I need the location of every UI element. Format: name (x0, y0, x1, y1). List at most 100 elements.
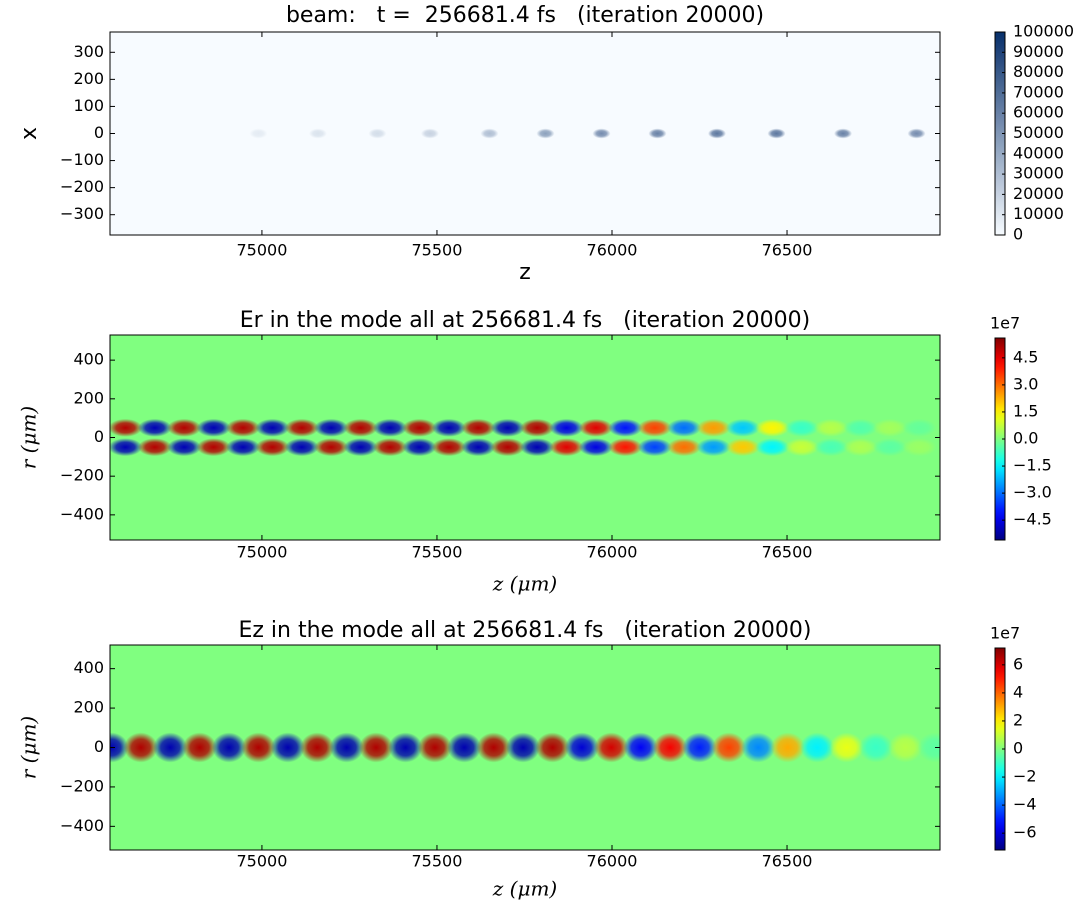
field-blob (785, 419, 819, 437)
field-blob (167, 419, 201, 437)
field-blob (653, 733, 687, 763)
y-tick-label: −200 (60, 466, 104, 485)
y-tick-label: 200 (73, 698, 104, 717)
x-axis-label: z (μm) (492, 877, 557, 901)
colorbar-tick-label: 10000 (1013, 204, 1064, 223)
field-blob (830, 733, 864, 763)
y-axis-label: r (μm) (17, 406, 41, 470)
field-blob (402, 438, 436, 456)
field-blob (800, 733, 834, 763)
y-tick-label: −100 (60, 150, 104, 169)
y-tick-label: 0 (94, 427, 104, 446)
y-tick-label: −300 (60, 204, 104, 223)
field-blob (314, 419, 348, 437)
y-tick-label: 0 (94, 123, 104, 142)
field-blob (461, 419, 495, 437)
y-tick-label: 400 (73, 350, 104, 369)
field-blob (461, 438, 495, 456)
field-blob (535, 733, 569, 763)
y-tick-label: −200 (60, 776, 104, 795)
field-blob (167, 438, 201, 456)
field-blob (908, 129, 926, 139)
colorbar-tick-label: −3.0 (1013, 483, 1052, 502)
colorbar-tick-label: 60000 (1013, 103, 1064, 122)
field-blob (373, 438, 407, 456)
field-blob (712, 733, 746, 763)
y-tick-label: −200 (60, 177, 104, 196)
field-blob (565, 733, 599, 763)
field-blob (285, 419, 319, 437)
field-blob (309, 129, 327, 139)
field-blob (608, 419, 642, 437)
field-blob (153, 733, 187, 763)
x-tick-label: 76500 (762, 543, 813, 562)
x-tick-label: 75500 (412, 241, 463, 260)
y-tick-label: −400 (60, 504, 104, 523)
colorbar-tick-label: 80000 (1013, 62, 1064, 81)
colorbar-tick-label: 4.5 (1013, 347, 1038, 366)
colorbar-tick-label: 0.0 (1013, 429, 1038, 448)
field-blob (624, 733, 658, 763)
y-tick-label: 300 (73, 42, 104, 61)
field-blob (594, 733, 628, 763)
field-blob (226, 438, 260, 456)
x-tick-label: 75000 (236, 852, 287, 871)
field-blob (138, 438, 172, 456)
field-blob (108, 419, 142, 437)
field-blob (834, 129, 852, 139)
field-blob (667, 419, 701, 437)
field-blob (726, 438, 760, 456)
field-blob (844, 419, 878, 437)
colorbar-tick-label: −2 (1013, 767, 1037, 786)
field-blob (520, 419, 554, 437)
field-blob (418, 733, 452, 763)
field-blob (755, 438, 789, 456)
field-blob (638, 438, 672, 456)
field-blob (183, 733, 217, 763)
field-blob (447, 733, 481, 763)
field-blob (432, 419, 466, 437)
field-blob (344, 438, 378, 456)
field-blob (708, 129, 726, 139)
field-blob (755, 419, 789, 437)
field-blob (814, 438, 848, 456)
field-blob (330, 733, 364, 763)
field-blob (138, 419, 172, 437)
field-blob (359, 733, 393, 763)
colorbar-tick-label: 1.5 (1013, 401, 1038, 420)
field-blob (697, 419, 731, 437)
field-blob (549, 419, 583, 437)
field-blob (271, 733, 305, 763)
field-blob (197, 419, 231, 437)
field-blob (520, 438, 554, 456)
x-axis-label: z (μm) (492, 572, 557, 596)
x-tick-label: 75500 (412, 543, 463, 562)
x-tick-label: 76000 (587, 852, 638, 871)
x-tick-label: 76000 (587, 241, 638, 260)
field-blob (402, 419, 436, 437)
field-blob (344, 419, 378, 437)
y-tick-label: 0 (94, 737, 104, 756)
field-blob (124, 733, 158, 763)
chart-title: Er in the mode all at 256681.4 fs (itera… (240, 308, 811, 333)
field-blob (249, 129, 267, 139)
colorbar-tick-label: 3.0 (1013, 374, 1038, 393)
field-blob (285, 438, 319, 456)
colorbar-tick-label: 2 (1013, 710, 1023, 729)
field-blob (918, 733, 952, 763)
field-blob (421, 129, 439, 139)
field-blob (726, 419, 760, 437)
field-blob (648, 129, 666, 139)
figure: beam: t = 256681.4 fs (iteration 20000)7… (0, 0, 1091, 908)
x-tick-label: 76000 (587, 543, 638, 562)
colorbar-tick-label: 50000 (1013, 123, 1064, 142)
colorbar-tick-label: 4 (1013, 682, 1023, 701)
plot-background (110, 335, 940, 540)
field-blob (873, 438, 907, 456)
colorbar-tick-label: −1.5 (1013, 456, 1052, 475)
x-tick-label: 75000 (236, 241, 287, 260)
field-blob (432, 438, 466, 456)
field-blob (697, 438, 731, 456)
field-blob (667, 438, 701, 456)
colorbar-tick-label: 20000 (1013, 184, 1064, 203)
